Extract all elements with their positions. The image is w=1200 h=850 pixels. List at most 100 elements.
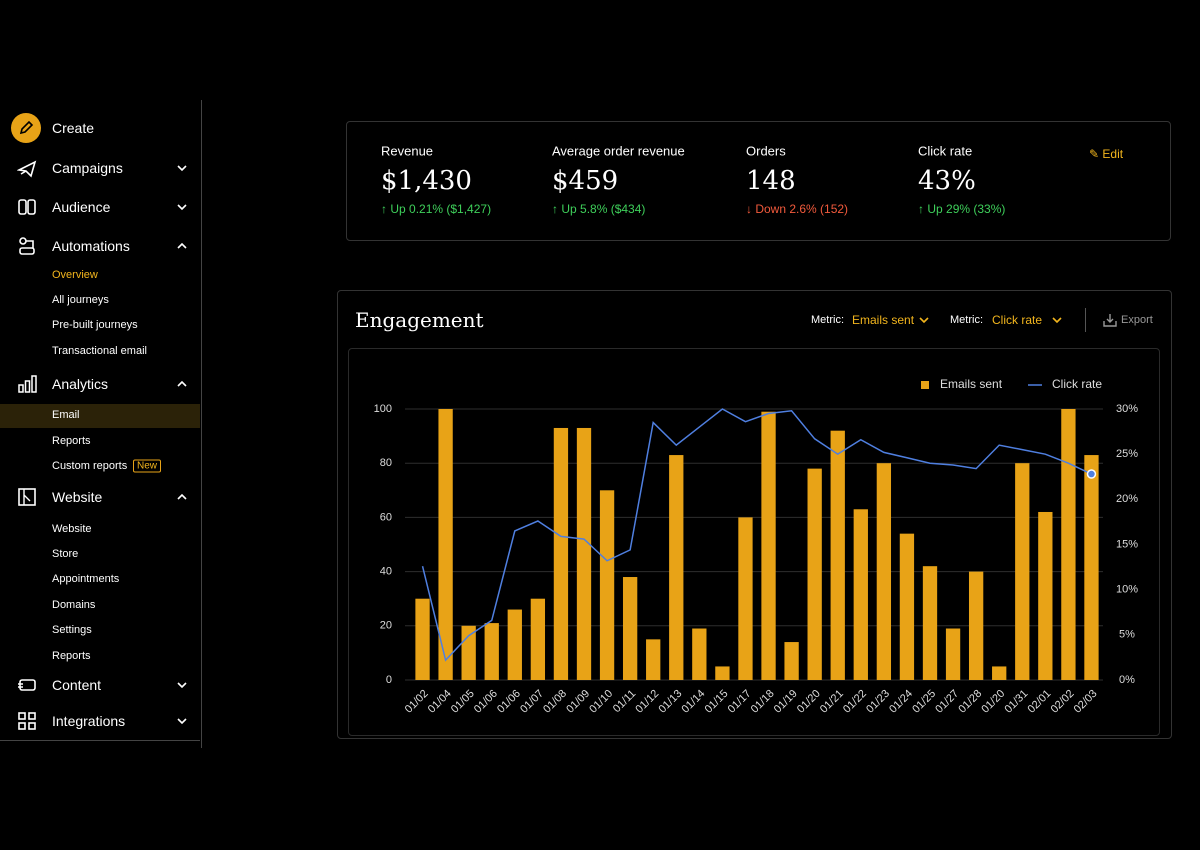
export-icon [1103,314,1117,327]
nav-appointments[interactable]: Appointments [52,573,120,585]
kpi-value: $1,430 [381,166,472,196]
kpi-delta: ↑ Up 0.21% ($1,427) [381,202,492,216]
x-tick-label: 01/24 [887,688,915,716]
nav-settings[interactable]: Settings [52,624,92,636]
legend-label: Click rate [1052,377,1102,391]
nav-content[interactable]: Content [52,677,102,693]
x-tick-label: 01/20 [795,688,823,716]
nav-store[interactable]: Store [52,548,79,560]
bar [1061,409,1076,680]
x-tick-label: 01/28 [956,688,984,716]
y-tick-label: 100 [374,403,392,415]
highlight-point [1086,469,1097,479]
nav-integrations[interactable]: Integrations [52,713,126,729]
bar [922,566,938,680]
legend-label: Emails sent [940,377,1003,391]
chevron[interactable] [176,378,188,390]
edit-text: Edit [1102,147,1124,161]
x-tick-label: 01/21 [818,688,846,716]
x-tick-label: 01/10 [587,688,615,716]
x-tick-label: 01/15 [703,688,731,716]
bar [646,639,661,680]
bar [715,666,730,680]
bar [899,533,915,680]
y2-tick-label: 15% [1116,538,1138,550]
chevron[interactable] [176,240,188,252]
y2-tick-label: 20% [1116,493,1138,505]
bar [553,427,569,680]
x-tick-label: 02/02 [1049,688,1077,716]
y2-tick-label: 5% [1119,629,1135,641]
bar [761,411,776,680]
bar [784,642,799,680]
bar [507,609,522,680]
chevron[interactable] [918,314,930,326]
metric-select[interactable]: Click rate [992,313,1043,327]
automations-icon [19,237,35,255]
chevron[interactable] [176,715,188,727]
kpi-delta: ↑ Up 5.8% ($434) [552,202,646,216]
kpi-label: Average order revenue [552,143,685,159]
chevron[interactable] [1051,314,1063,326]
nav-custom-reports[interactable]: Custom reports [52,460,128,472]
chevron[interactable] [176,162,188,174]
y2-tick-label: 0% [1119,674,1135,686]
content-icon [18,679,36,691]
nav-overview[interactable]: Overview [52,269,98,281]
kpi-value: $459 [552,166,619,196]
bar [692,628,707,680]
chevron[interactable] [176,201,188,213]
engagement-card [337,290,1172,739]
nav-website[interactable]: Website [52,489,103,505]
edit-button[interactable]: ✎ Edit [1089,147,1124,161]
x-tick-label: 01/31 [1002,688,1030,716]
chevron[interactable] [176,679,188,691]
nav-automations[interactable]: Automations [52,238,130,254]
x-tick-label: 01/02 [403,688,431,716]
nav-reports[interactable]: Reports [52,435,91,447]
chevron[interactable] [176,491,188,503]
bar [484,623,499,680]
nav-analytics[interactable]: Analytics [52,376,109,392]
x-tick-label: 02/03 [1072,688,1100,716]
nav-transactional[interactable]: Transactional email [52,345,147,357]
bar [415,598,430,680]
nav-domains[interactable]: Domains [52,599,96,611]
legend-swatch [921,381,929,389]
nav-email[interactable]: Email [52,409,80,421]
export-button[interactable]: Export [1121,314,1153,326]
analytics-icon [18,375,37,393]
kpi-delta-text: Up 5.8% ($434) [561,202,646,216]
y-tick-label: 60 [380,511,392,523]
x-tick-label: 01/19 [772,688,800,716]
kpi-card [346,121,1171,241]
x-tick-label: 01/08 [541,688,569,716]
x-tick-label: 01/14 [680,688,708,716]
metric-label: Metric: [950,314,983,326]
kpi-delta-text: Up 0.21% ($1,427) [390,202,492,216]
x-tick-label: 01/04 [426,688,454,716]
nav-campaigns[interactable]: Campaigns [52,160,123,176]
x-tick-label: 01/12 [633,688,661,716]
y-tick-label: 40 [380,566,392,578]
x-tick-label: 01/05 [449,688,477,716]
chart-title: Engagement [355,308,484,332]
x-tick-label: 01/09 [564,688,592,716]
x-tick-label: 02/01 [1026,688,1054,716]
nav-website-sub[interactable]: Website [52,523,92,535]
kpi-label: Click rate [918,143,973,159]
bar [992,666,1007,680]
nav-prebuilt[interactable]: Pre-built journeys [52,319,138,331]
nav-audience[interactable]: Audience [52,199,111,215]
x-tick-label: 01/17 [726,688,754,716]
bar [830,430,845,680]
bar [461,625,476,680]
bar [599,490,615,680]
metric-select[interactable]: Emails sent [852,313,915,327]
nav-create[interactable]: Create [52,120,95,136]
nav-website-reports[interactable]: Reports [52,650,91,662]
y2-tick-label: 10% [1116,584,1138,596]
nav-all-journeys[interactable]: All journeys [52,294,109,306]
chart: 0204060801000%5%10%15%20%25%30%01/0201/0… [374,377,1139,716]
bar [968,571,984,680]
